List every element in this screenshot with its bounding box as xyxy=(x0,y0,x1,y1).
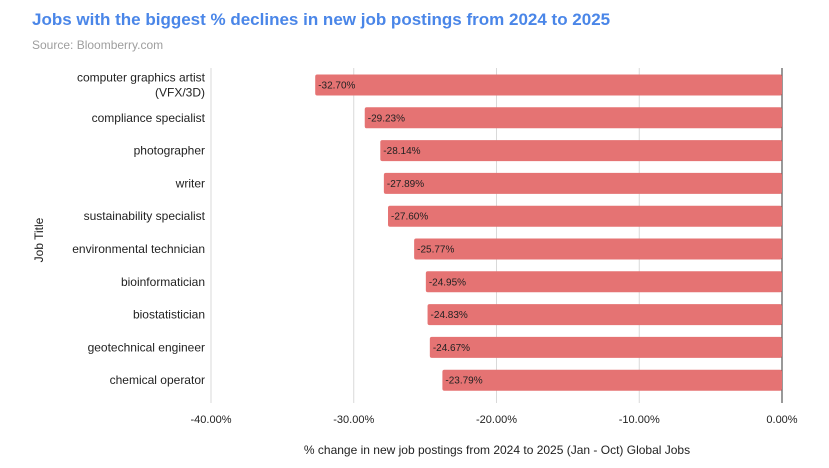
category-label: sustainability specialist xyxy=(84,209,206,223)
x-tick-label: -40.00% xyxy=(191,414,232,426)
data-label: -25.77% xyxy=(417,245,454,256)
x-tick-label: 0.00% xyxy=(766,414,797,426)
bar xyxy=(427,304,782,326)
category-label: computer graphics artist xyxy=(77,71,206,85)
category-label: photographer xyxy=(134,144,205,158)
bar xyxy=(414,238,782,260)
bar xyxy=(380,140,782,162)
x-tick-label: -20.00% xyxy=(476,414,517,426)
data-label: -27.60% xyxy=(391,212,428,223)
x-tick-label: -30.00% xyxy=(333,414,374,426)
bar xyxy=(315,74,782,96)
category-label: environmental technician xyxy=(72,242,205,256)
category-label: bioinformatician xyxy=(121,275,205,289)
data-label: -29.23% xyxy=(368,113,405,124)
chart-subtitle: Source: Bloomberry.com xyxy=(32,38,164,52)
y-axis-title: Job Title xyxy=(32,217,46,262)
data-label: -24.83% xyxy=(431,310,468,321)
data-label: -24.95% xyxy=(429,277,466,288)
bar xyxy=(364,107,782,129)
data-label: -32.70% xyxy=(318,81,355,92)
category-label: compliance specialist xyxy=(92,111,206,125)
bar xyxy=(425,271,782,293)
category-label: (VFX/3D) xyxy=(155,86,205,100)
bar xyxy=(383,172,782,194)
bars: -32.70% -29.23% -28.14% -27.89% -27.60% -25.7… xyxy=(315,74,782,391)
category-label: biostatistician xyxy=(133,308,205,322)
category-label: chemical operator xyxy=(110,373,205,387)
x-tick-label: -10.00% xyxy=(619,414,660,426)
data-label: -24.67% xyxy=(433,343,470,354)
x-axis-title: % change in new job postings from 2024 t… xyxy=(304,443,690,457)
x-tick-labels: -40.00% -30.00% -20.00% -10.00% 0.00% xyxy=(191,414,798,426)
data-label: -23.79% xyxy=(445,376,482,387)
category-label: writer xyxy=(175,176,205,190)
category-labels: computer graphics artist(VFX/3D) complian… xyxy=(72,71,205,388)
chart-title: Jobs with the biggest % declines in new … xyxy=(32,10,611,29)
bar xyxy=(388,205,782,227)
category-label: geotechnical engineer xyxy=(88,340,205,354)
bar xyxy=(442,369,782,391)
bar xyxy=(429,336,782,358)
data-label: -28.14% xyxy=(383,146,420,157)
data-label: -27.89% xyxy=(387,179,424,190)
